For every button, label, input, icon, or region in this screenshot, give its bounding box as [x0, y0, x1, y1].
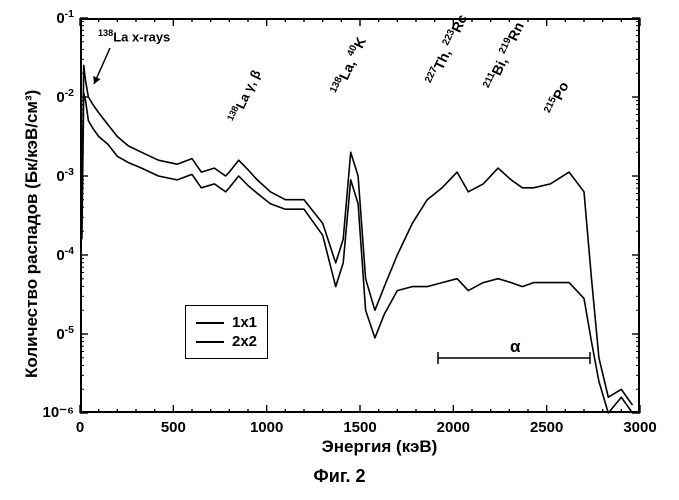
figure-caption: Фиг. 2 [0, 466, 679, 487]
x-tick-label: 1500 [340, 419, 380, 436]
x-tick-label: 1000 [247, 419, 287, 436]
legend-row: 1x1 [196, 314, 257, 331]
y-tick-label: 0-5 [56, 324, 74, 343]
legend-label: 1x1 [232, 314, 257, 331]
x-axis-label: Энергия (кэВ) [0, 437, 679, 457]
x-tick-label: 2500 [527, 419, 567, 436]
y-tick-label: 0-4 [56, 245, 74, 264]
legend-label: 2x2 [232, 333, 257, 350]
x-tick-label: 3000 [620, 419, 660, 436]
x-tick-label: 2000 [433, 419, 473, 436]
annotation-alpha: α [510, 337, 520, 357]
x-tick-label: 500 [153, 419, 193, 436]
legend-swatch-icon [196, 341, 224, 343]
annotation-la_xrays: 138La x-rays [98, 28, 170, 44]
legend: 1x1 2x2 [185, 305, 268, 359]
legend-swatch-icon [196, 322, 224, 324]
legend-row: 2x2 [196, 333, 257, 350]
y-tick-label: 0-2 [56, 87, 74, 106]
x-tick-label: 0 [60, 419, 100, 436]
figure: Количество распадов (Бк/кэВ/см³) 10⁻⁶0-5… [0, 0, 679, 500]
y-tick-label: 0-3 [56, 166, 74, 185]
y-tick-label: 0-1 [56, 8, 74, 27]
